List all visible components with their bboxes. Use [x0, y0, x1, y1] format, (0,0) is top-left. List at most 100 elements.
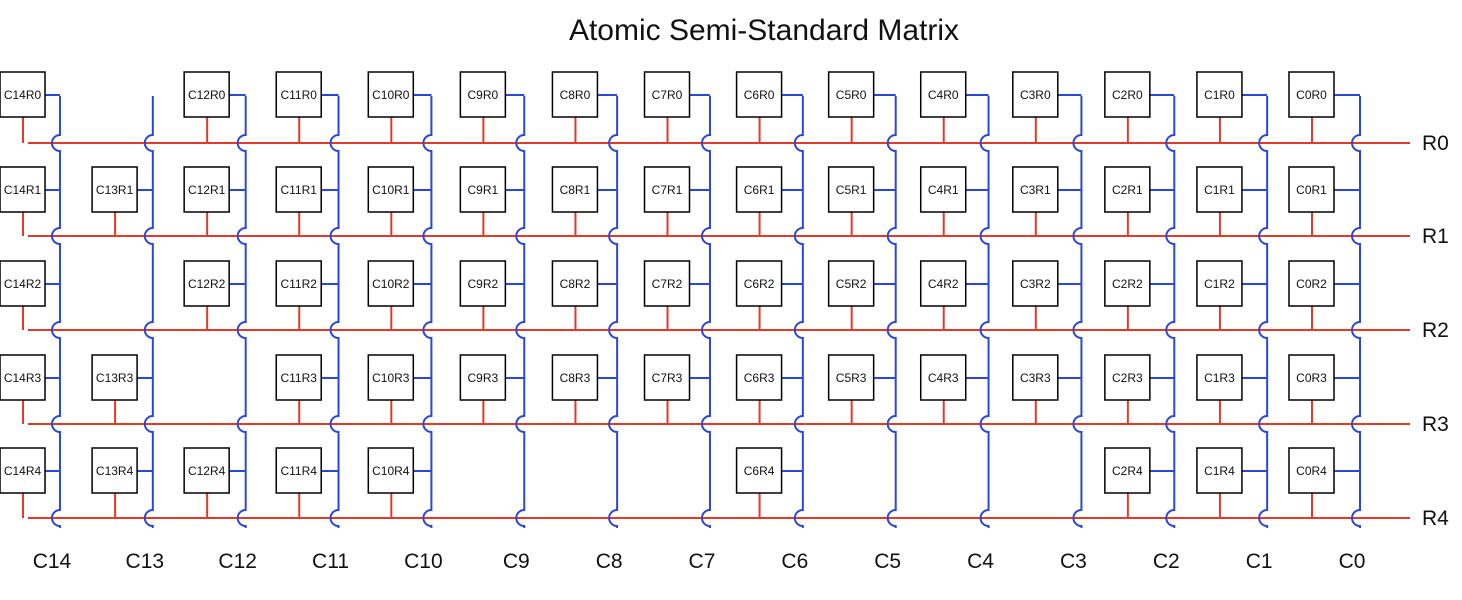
key-box [0, 71, 46, 118]
key-box [0, 447, 46, 494]
key-box [367, 447, 415, 494]
key-box [459, 166, 507, 213]
key-box [735, 166, 783, 213]
key-label: C4R3 [928, 371, 959, 385]
key-box [183, 260, 230, 307]
key-box [275, 260, 322, 307]
key-switch-c4r3: C4R3 [919, 354, 989, 424]
column-wire-c3 [1072, 96, 1083, 528]
key-label: C7R0 [652, 88, 683, 102]
column-label-c3: C3 [1060, 550, 1087, 573]
key-switch-c9r1: C9R1 [459, 166, 525, 236]
key-label: C8R0 [560, 88, 591, 102]
key-label: C0R4 [1296, 464, 1327, 478]
key-label: C9R0 [468, 88, 499, 102]
key-box [1288, 71, 1335, 118]
key-box [735, 447, 783, 494]
key-label: C10R2 [372, 277, 410, 291]
key-label: C9R3 [468, 371, 499, 385]
diagram-title: Atomic Semi-Standard Matrix [568, 14, 960, 47]
key-box [1288, 166, 1335, 213]
key-switch-c1r2: C1R2 [1196, 260, 1268, 330]
key-box [183, 71, 230, 118]
column-label-c6: C6 [781, 550, 808, 573]
key-label: C6R4 [744, 464, 775, 478]
key-switch-c7r2: C7R2 [643, 260, 710, 330]
key-label: C1R4 [1204, 464, 1235, 478]
key-box [275, 71, 322, 118]
key-box [1104, 260, 1151, 307]
key-box [1012, 260, 1059, 307]
column-wire-c11 [329, 96, 340, 528]
key-label: C2R1 [1112, 183, 1143, 197]
key-label: C1R2 [1204, 277, 1235, 291]
key-switch-c11r1: C11R1 [275, 166, 339, 236]
key-box [367, 354, 415, 401]
key-box [1196, 71, 1243, 118]
key-switch-c3r3: C3R3 [1012, 354, 1082, 424]
key-box [919, 354, 967, 401]
key-switch-c10r3: C10R3 [367, 354, 432, 424]
key-label: C6R0 [744, 88, 775, 102]
key-box [183, 447, 230, 494]
key-label: C5R2 [836, 277, 867, 291]
row-label-r2: R2 [1422, 319, 1449, 342]
key-box [1104, 71, 1151, 118]
key-label: C12R2 [188, 277, 226, 291]
key-label: C2R4 [1112, 464, 1143, 478]
key-label: C4R1 [928, 183, 959, 197]
column-label-c14: C14 [33, 550, 72, 573]
key-switch-c14r0: C14R0 [0, 71, 60, 143]
key-switch-c8r0: C8R0 [551, 71, 618, 143]
key-box [367, 260, 415, 307]
column-label-c7: C7 [689, 550, 716, 573]
key-label: C10R1 [372, 183, 410, 197]
key-box [919, 260, 967, 307]
key-box [643, 260, 691, 307]
key-switch-c10r0: C10R0 [367, 71, 432, 143]
key-switch-c14r1: C14R1 [0, 166, 60, 236]
key-switch-c1r4: C1R4 [1196, 447, 1268, 518]
key-switch-c14r2: C14R2 [0, 260, 60, 330]
key-switch-c12r1: C12R1 [183, 166, 246, 236]
key-switch-c13r3: C13R3 [91, 354, 153, 424]
key-label: C2R3 [1112, 371, 1143, 385]
key-switch-c5r2: C5R2 [827, 260, 896, 330]
key-label: C10R3 [372, 371, 410, 385]
key-box [827, 260, 875, 307]
key-label: C4R0 [928, 88, 959, 102]
key-box [1104, 354, 1151, 401]
key-box [643, 354, 691, 401]
key-switch-c8r2: C8R2 [551, 260, 618, 330]
column-wire-c12 [236, 96, 247, 528]
key-label: C8R1 [560, 183, 591, 197]
key-box [275, 447, 322, 494]
key-label: C13R3 [96, 371, 134, 385]
key-switch-c14r4: C14R4 [0, 447, 60, 518]
key-switch-c0r3: C0R3 [1288, 354, 1360, 424]
column-label-c0: C0 [1339, 550, 1366, 573]
key-box [459, 260, 507, 307]
key-label: C10R0 [372, 88, 410, 102]
key-label: C0R2 [1296, 277, 1327, 291]
key-label: C3R0 [1020, 88, 1051, 102]
key-box [0, 354, 46, 401]
key-switch-c10r1: C10R1 [367, 166, 432, 236]
key-switch-c12r0: C12R0 [183, 71, 246, 143]
key-label: C5R0 [836, 88, 867, 102]
key-label: C2R0 [1112, 88, 1143, 102]
column-wire-c4 [979, 96, 990, 528]
key-switch-c10r4: C10R4 [367, 447, 432, 518]
column-wire-c7 [701, 96, 711, 528]
key-label: C14R0 [4, 88, 42, 102]
key-switch-c4r2: C4R2 [919, 260, 989, 330]
key-switch-c11r0: C11R0 [275, 71, 339, 143]
column-wire-c14 [51, 96, 61, 528]
column-wire-c2 [1165, 96, 1176, 528]
column-wire-c5 [886, 96, 897, 528]
key-label: C7R1 [652, 183, 683, 197]
key-label: C0R3 [1296, 371, 1327, 385]
key-box [1104, 166, 1151, 213]
key-label: C7R3 [652, 371, 683, 385]
column-wire-c13 [143, 96, 154, 528]
